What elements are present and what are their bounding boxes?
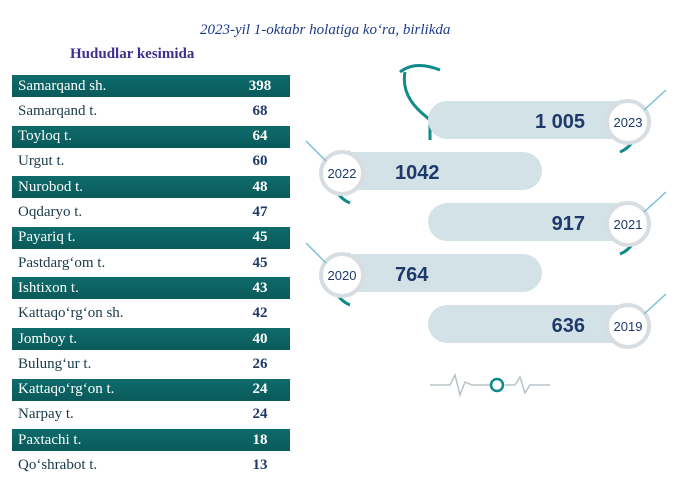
year-label: 2023 <box>614 115 643 130</box>
table-row: Urgut t. 60 <box>12 150 290 173</box>
region-name: Kattaqo‘rg‘on sh. <box>18 305 124 322</box>
region-name: Payariq t. <box>18 229 76 246</box>
section-title: Hududlar kesimida <box>70 46 195 62</box>
table-row: Pastdarg‘om t. 45 <box>12 252 290 275</box>
bar-pill <box>428 203 640 241</box>
growth-arrow <box>305 140 327 162</box>
table-row: Oqdaryo t. 47 <box>12 201 290 224</box>
region-name: Paxtachi t. <box>18 431 82 448</box>
value-label: 1 005 <box>535 111 585 133</box>
table-row: Paxtachi t. 18 <box>12 429 290 452</box>
region-value: 64 <box>252 128 268 145</box>
year-label: 2019 <box>614 319 643 334</box>
stethoscope-tube <box>402 71 432 140</box>
growth-arrow <box>643 293 667 315</box>
year-circle <box>605 201 651 247</box>
table-row: Samarqand sh. 398 <box>12 75 290 97</box>
stethoscope-chestpiece <box>489 377 505 393</box>
region-value: 42 <box>252 305 268 322</box>
region-name: Samarqand t. <box>18 102 98 119</box>
region-value: 26 <box>252 355 268 372</box>
subtitle: 2023-yil 1-oktabr holatiga ko‘ra, birlik… <box>200 22 451 38</box>
year-circle <box>319 150 365 196</box>
region-name: Jomboy t. <box>18 330 78 347</box>
region-value: 60 <box>252 153 268 170</box>
region-value: 24 <box>252 406 268 423</box>
table-row: Jomboy t. 40 <box>12 328 290 350</box>
year-circle <box>319 252 365 298</box>
table-row: Toyloq t. 64 <box>12 125 290 148</box>
region-value: 24 <box>252 381 268 398</box>
region-value: 13 <box>252 457 268 473</box>
value-label: 764 <box>395 264 429 286</box>
region-name: Ishtixon t. <box>18 279 79 296</box>
bar-pill <box>330 152 542 190</box>
table-row: Samarqand t. 68 <box>12 100 290 123</box>
stethoscope-earpiece <box>399 64 441 74</box>
bar-pill <box>330 254 542 292</box>
year-label: 2021 <box>614 217 643 232</box>
bar-pill <box>428 101 640 139</box>
table-row: Kattaqo‘rg‘on sh. 42 <box>12 302 290 325</box>
region-value: 18 <box>252 431 268 448</box>
growth-arrow <box>643 89 667 111</box>
yearly-chart: 2023 1 005 2022 1042 2021 917 2020 764 2019 636 <box>305 64 667 398</box>
region-value: 48 <box>252 178 268 195</box>
region-value: 398 <box>248 77 272 94</box>
region-name: Samarqand sh. <box>18 77 107 94</box>
region-name: Narpay t. <box>18 406 74 423</box>
value-label: 636 <box>552 315 585 337</box>
heartbeat-line-left <box>430 372 490 398</box>
year-circle <box>605 303 651 349</box>
region-name: Pastdarg‘om t. <box>18 254 106 271</box>
region-name: Urgut t. <box>18 153 65 170</box>
region-value: 40 <box>252 330 268 347</box>
table-row: Narpay t. 24 <box>12 403 290 426</box>
region-name: Bulung‘ur t. <box>18 355 92 372</box>
year-circle <box>605 99 651 145</box>
table-row: Payariq t. 45 <box>12 226 290 249</box>
table-row: Kattaqo‘rg‘on t. 24 <box>12 378 290 401</box>
growth-arrow <box>305 242 327 264</box>
value-label: 917 <box>552 213 585 235</box>
value-label: 1042 <box>395 162 440 184</box>
table-row: Qo‘shrabot t. 13 <box>12 454 290 477</box>
region-name: Oqdaryo t. <box>18 204 83 220</box>
region-value: 43 <box>252 279 268 296</box>
region-value: 45 <box>252 254 268 271</box>
region-name: Qo‘shrabot t. <box>18 457 98 473</box>
table-row: Ishtixon t. 43 <box>12 277 290 300</box>
region-name: Kattaqo‘rg‘on t. <box>18 381 115 398</box>
region-name: Toyloq t. <box>18 128 72 145</box>
table-row: Nurobod t. 48 <box>12 176 290 199</box>
year-label: 2020 <box>328 268 357 283</box>
region-value: 68 <box>252 102 268 119</box>
year-label: 2022 <box>328 166 357 181</box>
bar-pill <box>428 305 640 343</box>
table-row: Bulung‘ur t. 26 <box>12 353 290 376</box>
region-value: 45 <box>252 229 268 246</box>
heartbeat-line-right <box>505 375 550 395</box>
growth-arrow <box>643 191 667 213</box>
region-name: Nurobod t. <box>18 178 83 195</box>
region-value: 47 <box>252 204 268 220</box>
